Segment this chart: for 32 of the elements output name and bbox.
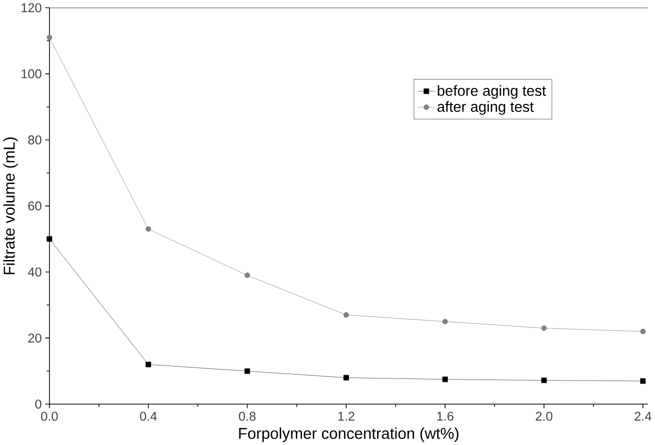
point: [343, 312, 349, 318]
x-tick-label: 2.4: [634, 412, 652, 420]
point: [442, 376, 448, 382]
legend-label: after aging test: [438, 101, 534, 115]
y-tick-label: 20: [28, 333, 42, 342]
point: [541, 377, 547, 383]
point: [146, 362, 152, 368]
x-tick-label: 1.2: [338, 412, 354, 420]
point: [244, 368, 250, 374]
y-tick-label: 80: [28, 135, 42, 144]
legend-label: before aging test: [438, 85, 546, 99]
point: [640, 378, 646, 384]
point: [146, 226, 152, 232]
point: [541, 325, 547, 331]
point: [244, 272, 250, 278]
y-tick-label: 40: [28, 267, 42, 276]
x-tick-label: 0.8: [238, 412, 256, 421]
point: [46, 34, 52, 40]
y-tick-label: 100: [22, 69, 42, 78]
point: [46, 236, 52, 242]
x-tick-label: 1.6: [437, 412, 454, 421]
y-tick-label: 60: [28, 201, 42, 210]
point: [343, 374, 349, 380]
y-tick-label: 120: [22, 3, 42, 12]
x-tick-label: 0.0: [41, 412, 58, 421]
x-tick-label: 0.4: [140, 412, 157, 421]
y-axis-title: Filtrate volume (mL): [3, 137, 18, 274]
point: [442, 318, 448, 324]
x-axis-title: Forpolymer concentration (wt%): [239, 427, 458, 442]
point: [640, 328, 646, 334]
x-tick-label: 2.0: [536, 412, 552, 421]
y-tick-label: 0: [35, 399, 42, 408]
